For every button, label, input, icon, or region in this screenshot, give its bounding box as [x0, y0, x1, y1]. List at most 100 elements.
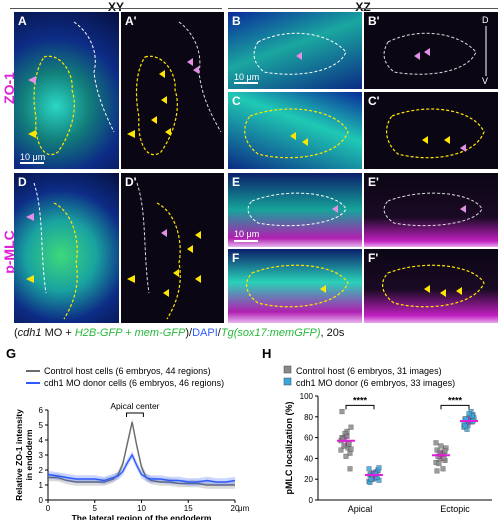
legend-label: Control host (6 embryos, 31 images) — [296, 366, 442, 376]
dorsal-label: D — [482, 15, 489, 25]
data-point — [376, 465, 382, 471]
y-axis-title: pMLC localization (%) — [284, 402, 294, 495]
legend-swatch — [283, 377, 292, 386]
data-point — [348, 446, 354, 452]
data-point — [346, 441, 352, 447]
data-point — [368, 476, 374, 482]
panel-label-C: C — [232, 94, 241, 108]
panel-B-prime-micrograph: B' D V — [364, 12, 498, 89]
y-tick-label: 1 — [39, 481, 44, 490]
y-tick-label: 20 — [304, 475, 313, 484]
scale-bar-label: 10 μm — [234, 229, 260, 239]
panel-E-prime-micrograph: E' — [364, 173, 498, 247]
panel-label-E-prime: E' — [368, 175, 379, 189]
x-tick-label: 15 — [184, 504, 193, 513]
column-header-rule — [10, 8, 222, 9]
panel-label-D: D — [18, 175, 27, 189]
x-tick-label: 0 — [46, 504, 51, 513]
panel-label-D-prime: D' — [125, 175, 137, 189]
caption-close: )/ — [185, 327, 193, 339]
scale-bar — [20, 162, 44, 164]
caption-cdh1: cdh1 — [17, 327, 42, 339]
y-tick-label: 100 — [300, 392, 314, 401]
x-tick-label: 5 — [93, 504, 98, 513]
data-point — [343, 453, 349, 459]
panel-F-micrograph: F — [228, 249, 362, 323]
panel-A-micrograph: A 10 μm — [14, 12, 119, 169]
series-line-1 — [47, 453, 236, 483]
panel-label-E: E — [232, 175, 241, 189]
series-line-0 — [48, 421, 235, 486]
panel-label-C-prime: C' — [368, 94, 380, 108]
y-axis-title: in endoderm — [24, 429, 34, 480]
category-label: Ectopic — [440, 504, 470, 514]
y-tick-label: 80 — [304, 413, 313, 422]
panel-label-A: A — [18, 14, 27, 28]
data-point — [339, 409, 345, 415]
y-tick-label: 6 — [39, 406, 44, 415]
panel-F-prime-micrograph: F' — [364, 249, 498, 323]
y-tick-label: 3 — [39, 451, 44, 460]
y-axis-title-group: Relative ZO-1 intensity in endoderm — [14, 409, 34, 501]
ventral-label: V — [482, 76, 489, 86]
data-point — [433, 440, 439, 446]
data-point — [441, 455, 447, 461]
y-tick-label: 0 — [39, 496, 44, 505]
legend-label: Control host cells (6 embryos, 44 region… — [44, 366, 211, 376]
panel-label-B: B — [232, 14, 241, 28]
data-point — [338, 447, 344, 453]
y-tick-label: 60 — [304, 434, 313, 443]
panel-label-A-prime: A' — [125, 14, 137, 28]
data-point — [436, 461, 442, 467]
panel-label-B-prime: B' — [368, 14, 380, 28]
data-point — [366, 466, 372, 472]
y-tick-label: 2 — [39, 466, 44, 475]
significance-bracket — [345, 404, 375, 410]
series-error-band — [48, 451, 235, 486]
y-tick-label: 5 — [39, 421, 44, 430]
panel-label-G: G — [6, 346, 16, 361]
chart-H: 0 20 40 60 80 100 pMLC localization (%) Apical *… — [283, 365, 492, 514]
y-tick-label: 0 — [309, 496, 314, 505]
scale-bar — [234, 82, 258, 84]
scale-bar-label: 10 μm — [20, 152, 46, 162]
data-point — [438, 443, 444, 449]
x-unit-label: μm — [238, 504, 250, 513]
caption-slash: / — [217, 327, 221, 339]
data-point — [462, 423, 468, 429]
data-point — [440, 466, 446, 472]
panel-label-H: H — [262, 346, 271, 361]
caption-paren: ( — [14, 327, 18, 339]
data-point — [466, 411, 472, 417]
caption-mo: MO + — [41, 327, 75, 339]
scale-bar — [234, 240, 258, 242]
legend-label: cdh1 MO donor cells (6 embryos, 46 regio… — [44, 378, 224, 388]
panel-B-micrograph: B 10 μm — [228, 12, 362, 89]
y-axis-title-group: pMLC localization (%) — [284, 402, 294, 495]
data-point — [344, 434, 350, 440]
data-point — [348, 424, 354, 430]
category-label: Apical — [348, 504, 373, 514]
panel-C-micrograph: C — [228, 92, 362, 169]
x-tick-label: 10 — [137, 504, 146, 513]
data-point — [434, 468, 440, 474]
data-point — [372, 471, 378, 477]
legend-label: cdh1 MO donor (6 embryos, 33 images) — [296, 378, 455, 388]
caption-dapi: DAPI — [192, 327, 218, 339]
apical-center-label: Apical center — [110, 401, 159, 411]
panel-E-micrograph: E 10 μm — [228, 173, 362, 247]
scale-bar-label: 10 μm — [234, 72, 260, 82]
figure-caption: (cdh1 MO + H2B-GFP + mem-GFP)/DAPI/Tg(so… — [14, 327, 500, 339]
apical-center-bracket — [126, 412, 144, 417]
caption-tg: Tg(sox17:memGFP) — [220, 327, 321, 339]
y-tick-label: 4 — [39, 436, 44, 445]
column-header-rule — [228, 8, 498, 9]
panel-C-prime-micrograph: C' — [364, 92, 498, 169]
caption-time: , 20s — [320, 327, 345, 339]
y-tick-label: 40 — [304, 454, 313, 463]
y-axis-title: Relative ZO-1 intensity — [14, 409, 24, 501]
panel-D-micrograph: D — [14, 173, 119, 323]
panel-D-prime-micrograph: D' — [121, 173, 224, 323]
